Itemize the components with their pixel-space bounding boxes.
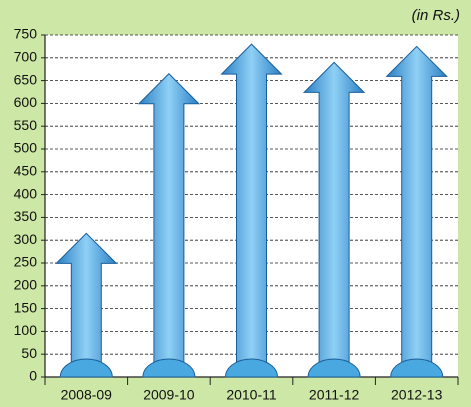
subtitle: (in Rs.) [412, 7, 460, 24]
y-tick-label: 300 [14, 231, 38, 247]
y-tick-label: 750 [14, 26, 38, 42]
arrow-bar [385, 45, 448, 378]
y-tick-label: 100 [14, 322, 38, 338]
y-tick-label: 450 [14, 163, 38, 179]
x-tick-label: 2011-12 [309, 387, 360, 403]
arrow-base [59, 358, 113, 378]
arrow-base [224, 358, 279, 378]
arrow-bar [55, 232, 118, 378]
x-tick-label: 2008-09 [61, 387, 113, 403]
x-tick-label: 2012-13 [391, 387, 443, 403]
arrow-bar [220, 43, 283, 378]
x-tick-label: 2010-11 [226, 387, 277, 403]
y-tick-label: 50 [21, 345, 37, 361]
y-tick-label: 350 [14, 208, 38, 224]
y-tick-label: 150 [14, 299, 38, 315]
arrow-base [142, 358, 196, 378]
y-tick-label: 500 [14, 140, 38, 156]
y-tick-label: 600 [14, 94, 38, 110]
y-tick-label: 250 [14, 254, 38, 270]
y-tick-label: 0 [29, 368, 37, 384]
arrow-base [390, 358, 444, 378]
y-tick-label: 200 [14, 277, 38, 293]
y-tick-label: 700 [14, 49, 38, 65]
x-tick-label: 2009-10 [143, 387, 195, 403]
arrow-bar [137, 73, 201, 378]
y-tick-label: 650 [14, 71, 38, 87]
y-tick-label: 400 [14, 185, 38, 201]
arrow-base [307, 358, 361, 378]
arrow-bar [302, 61, 366, 378]
y-tick-label: 550 [14, 117, 38, 133]
